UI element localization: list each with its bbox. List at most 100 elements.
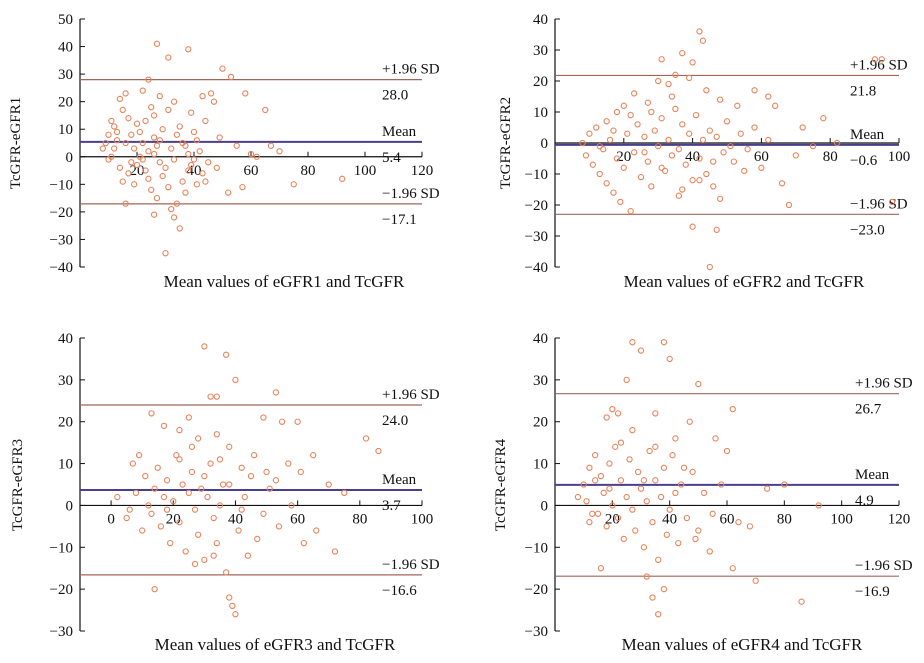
data-point — [646, 447, 653, 455]
data-point — [703, 87, 710, 94]
data-point — [210, 514, 217, 522]
data-point — [606, 136, 614, 144]
data-point — [634, 121, 641, 128]
upper-sd-value: 28.0 — [382, 88, 408, 104]
data-point — [686, 130, 693, 137]
data-point — [145, 76, 152, 83]
data-point — [706, 127, 713, 134]
data-point — [125, 115, 132, 122]
data-point — [781, 481, 788, 488]
data-point — [765, 136, 772, 144]
y-tick-label: 10 — [58, 457, 73, 473]
data-point — [341, 489, 348, 497]
data-point — [609, 406, 616, 413]
data-point — [194, 531, 202, 538]
data-point — [652, 410, 659, 417]
data-point — [272, 477, 280, 484]
data-point — [600, 146, 607, 153]
data-point — [266, 485, 273, 492]
y-tick-label: 10 — [533, 457, 548, 473]
data-point — [629, 339, 636, 346]
data-point — [730, 158, 738, 165]
data-point — [128, 131, 135, 138]
data-point — [778, 180, 786, 187]
y-tick-label: −10 — [50, 540, 73, 556]
data-point — [665, 136, 672, 144]
data-point — [154, 464, 161, 471]
data-point — [574, 493, 582, 501]
data-point — [626, 456, 633, 463]
upper-sd-value: 24.0 — [382, 413, 408, 429]
y-tick-label: −10 — [525, 167, 548, 183]
x-tick-label: 60 — [720, 511, 735, 527]
y-axis-title: TcGFR-eGFR4 — [493, 438, 509, 531]
x-tick-label: 60 — [244, 163, 259, 179]
data-point — [665, 80, 672, 88]
x-tick-label: 40 — [662, 511, 677, 527]
data-point — [741, 167, 748, 175]
y-tick-label: −30 — [525, 229, 548, 245]
data-point — [362, 435, 370, 442]
data-point — [156, 159, 163, 166]
data-point — [275, 523, 283, 530]
lower-sd-value: −16.6 — [382, 583, 417, 599]
data-point — [196, 148, 203, 155]
data-point — [623, 493, 630, 501]
data-point — [238, 464, 245, 471]
data-point — [716, 195, 724, 202]
data-point — [213, 539, 220, 547]
data-point — [620, 535, 627, 543]
data-point — [272, 389, 280, 396]
data-point — [675, 539, 682, 547]
data-point — [644, 158, 652, 165]
y-tick-label: −20 — [525, 198, 548, 214]
data-point — [729, 565, 736, 572]
data-point — [253, 153, 260, 160]
data-point — [168, 205, 175, 213]
data-point — [689, 468, 696, 476]
data-point — [723, 447, 731, 455]
data-point — [589, 161, 596, 168]
y-tick-label: 0 — [541, 136, 549, 152]
data-point — [699, 37, 707, 44]
data-point — [729, 406, 736, 413]
data-point — [833, 139, 841, 147]
data-point — [586, 464, 593, 471]
data-point — [167, 539, 174, 547]
data-point — [313, 527, 320, 534]
data-point — [179, 139, 186, 147]
y-tick-label: 20 — [58, 415, 73, 431]
data-point — [644, 99, 652, 106]
data-point — [583, 498, 590, 505]
data-point — [213, 164, 220, 171]
data-point — [606, 485, 613, 492]
y-axis-title: TcGFR-eGFR1 — [8, 97, 24, 189]
data-point — [222, 569, 230, 576]
chart-panel-4: −30 −20 −10 0 10 20 30 40 20 40 60 80 100 120 +1.96 SD… — [493, 331, 913, 654]
data-point — [648, 108, 655, 116]
data-point — [727, 142, 734, 150]
mean-label: Mean — [850, 127, 885, 143]
data-point — [185, 489, 192, 497]
data-point — [216, 456, 224, 463]
data-point — [658, 56, 665, 63]
data-point — [156, 93, 163, 100]
data-point — [267, 142, 275, 149]
data-point — [669, 452, 676, 459]
data-point — [194, 435, 202, 442]
data-point — [213, 431, 220, 438]
data-point — [692, 111, 700, 119]
data-point — [643, 498, 650, 505]
y-tick-label: −30 — [50, 624, 73, 640]
data-point — [170, 214, 178, 221]
chart-panel-1: −40 −30 −20 −10 0 10 20 30 40 50 20 40 60 80 100 120 +1.… — [8, 12, 440, 291]
data-point — [185, 46, 192, 53]
data-point — [176, 426, 183, 434]
y-tick-label: 30 — [58, 67, 73, 83]
data-point — [792, 152, 799, 159]
data-point — [677, 481, 685, 488]
data-point — [603, 523, 610, 530]
data-point — [682, 161, 689, 168]
data-point — [627, 111, 634, 119]
